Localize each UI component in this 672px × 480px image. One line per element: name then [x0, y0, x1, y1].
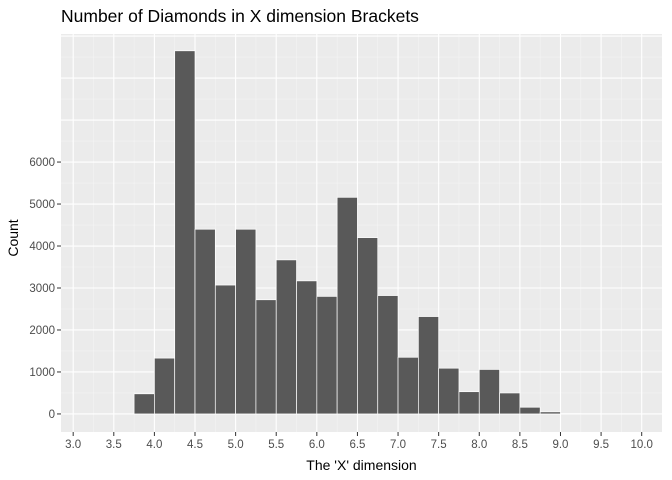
- y-axis-title: Count: [5, 219, 21, 256]
- y-tick-label: 5000: [29, 199, 55, 211]
- chart-title: Number of Diamonds in X dimension Bracke…: [61, 6, 419, 26]
- histogram-bar: [478, 369, 500, 415]
- x-tick-label: 9.5: [593, 439, 609, 451]
- histogram-bar: [357, 237, 379, 415]
- histogram-bar: [539, 411, 561, 415]
- histogram-bar: [174, 50, 196, 415]
- x-tick-label: 6.0: [309, 439, 325, 451]
- histogram-bar: [377, 295, 399, 415]
- x-axis: 3.0 3.5 4.0 4.5 5.0 5.5 6.0 6.5 7.0 7.5 8.0 8.5 9.0 9…: [65, 432, 653, 451]
- histogram-bar: [133, 393, 155, 415]
- x-tick-label: 4.5: [187, 439, 203, 451]
- histogram-bar: [397, 356, 419, 415]
- x-tick-label: 6.5: [349, 439, 365, 451]
- y-tick-label: 6000: [29, 157, 55, 169]
- histogram-bar: [438, 367, 460, 415]
- y-tick-label: 4000: [29, 241, 55, 253]
- x-axis-title: The 'X' dimension: [306, 457, 416, 473]
- bars-group: [133, 50, 663, 415]
- x-tick-label: 3.0: [65, 439, 81, 451]
- histogram-bar: [235, 228, 257, 415]
- x-tick-label: 8.0: [471, 439, 487, 451]
- y-tick-label: 1000: [29, 367, 55, 379]
- x-tick-label: 10.0: [631, 439, 653, 451]
- histogram-bar: [458, 391, 480, 415]
- histogram-bar: [275, 259, 297, 415]
- x-tick-label: 9.0: [552, 439, 568, 451]
- histogram-bar: [296, 280, 318, 415]
- histogram-bar: [255, 299, 277, 415]
- x-tick-label: 3.5: [106, 439, 122, 451]
- histogram-bar: [519, 406, 541, 415]
- histogram-bar: [194, 228, 216, 415]
- histogram-bar: [418, 316, 440, 415]
- x-tick-label: 7.5: [431, 439, 447, 451]
- x-tick-label: 5.5: [268, 439, 284, 451]
- histogram-bar: [336, 196, 358, 415]
- x-tick-label: 5.0: [228, 439, 244, 451]
- x-tick-label: 7.0: [390, 439, 406, 451]
- histogram-bar: [214, 284, 236, 415]
- histogram-bar: [499, 392, 521, 415]
- y-tick-label: 2000: [29, 325, 55, 337]
- x-tick-label: 8.5: [512, 439, 528, 451]
- histogram-bar: [316, 296, 338, 415]
- y-tick-label: 3000: [29, 283, 55, 295]
- histogram-bar: [154, 357, 176, 415]
- y-axis: 0 1000 2000 3000 4000 5000 6000: [29, 157, 61, 421]
- y-tick-label: 0: [49, 409, 55, 421]
- x-tick-label: 4.0: [146, 439, 162, 451]
